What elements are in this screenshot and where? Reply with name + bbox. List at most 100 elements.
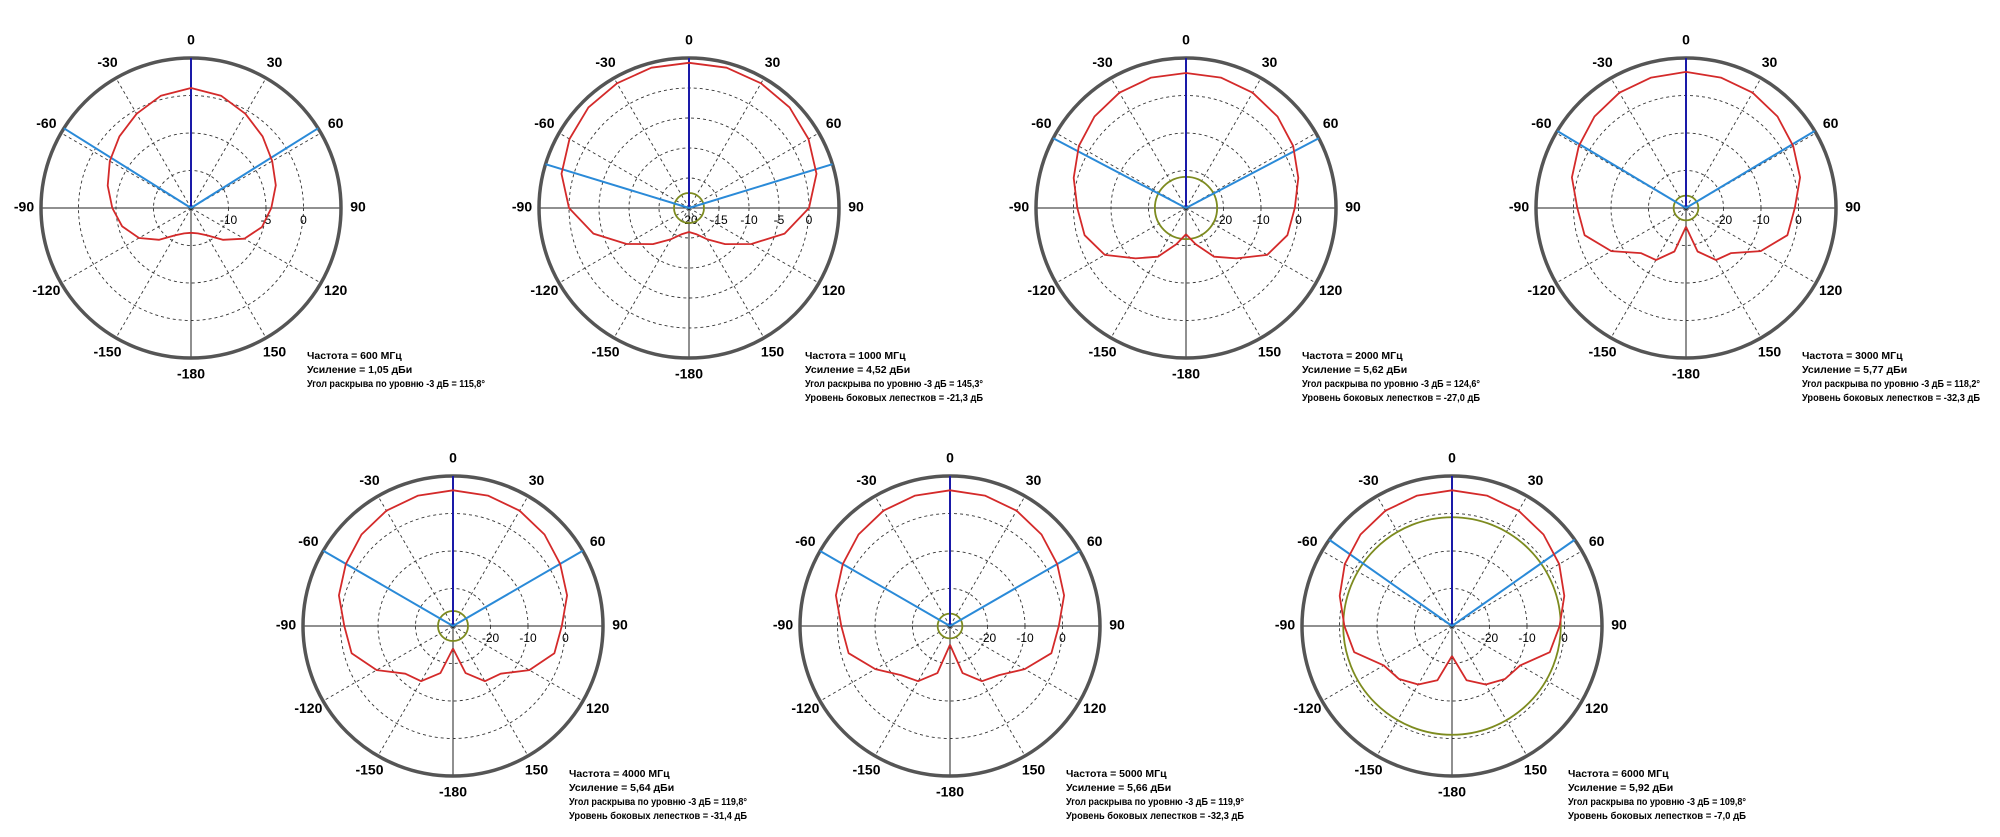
- grid-ring: [115, 132, 267, 284]
- spoke: [1321, 625, 1453, 702]
- spoke: [60, 207, 192, 284]
- angle-label: -180: [936, 784, 964, 800]
- angle-label: -90: [1509, 199, 1529, 215]
- angle-label: -120: [1293, 700, 1321, 716]
- angle-label: 30: [765, 54, 781, 70]
- spoke: [190, 207, 322, 284]
- r-tick-label: -15: [710, 213, 728, 227]
- spoke: [1185, 132, 1317, 209]
- angle-label: 0: [685, 32, 693, 48]
- angle-label: -30: [1358, 472, 1378, 488]
- angle-label: 60: [1823, 115, 1839, 131]
- angle-label: 150: [525, 761, 549, 777]
- r-tick-label: -10: [740, 213, 758, 227]
- r-tick-label: -5: [774, 213, 785, 227]
- angle-label: 120: [1585, 700, 1609, 716]
- angle-label: -180: [1672, 366, 1700, 382]
- angle-label: -180: [1438, 784, 1466, 800]
- r-tick-label: -20: [482, 631, 500, 645]
- r-tick-label: -20: [1215, 213, 1233, 227]
- angle-label: -120: [1527, 282, 1555, 298]
- angle-label: 0: [1182, 32, 1190, 48]
- angle-label: 30: [1528, 472, 1544, 488]
- angle-label: -60: [1297, 533, 1317, 549]
- r-tick-label: -10: [1252, 213, 1270, 227]
- spoke: [558, 207, 690, 284]
- annotation: Угол раскрыва по уровню -3 дБ = 119,8°: [569, 796, 747, 808]
- spoke: [1321, 550, 1453, 627]
- angle-label: 30: [1262, 54, 1278, 70]
- annotation: Уровень боковых лепестков = -7,0 дБ: [1568, 810, 1746, 822]
- angle-label: -150: [591, 343, 619, 359]
- spoke: [819, 625, 951, 702]
- r-tick-label: -20: [680, 213, 698, 227]
- r-tick-label: -10: [1016, 631, 1034, 645]
- pattern-line: [106, 87, 277, 241]
- angle-label: 60: [328, 115, 344, 131]
- angle-label: -120: [32, 282, 60, 298]
- annotation: Усиление = 5,77 дБи: [1802, 364, 1907, 376]
- spoke: [688, 207, 820, 284]
- polar-chart: 0 30 60 90 120 150 -180 -150 -120 -90 -60 -30 -20 -10…: [1509, 32, 1981, 404]
- annotation: Угол раскрыва по уровню -3 дБ = 115,8°: [307, 378, 485, 390]
- pattern-line: [1072, 72, 1300, 260]
- annotation: Частота = 3000 МГц: [1802, 350, 1903, 362]
- angle-label: 30: [1026, 472, 1042, 488]
- pattern-line: [1338, 489, 1566, 686]
- beam-line: [819, 550, 951, 627]
- angle-label: 120: [822, 282, 846, 298]
- r-tick-label: 0: [806, 213, 813, 227]
- beam-line: [688, 163, 833, 209]
- beam-line: [1185, 137, 1320, 209]
- beam-line: [545, 163, 690, 209]
- angle-label: 150: [761, 343, 785, 359]
- spoke: [1555, 207, 1687, 284]
- angle-label: -30: [97, 54, 117, 70]
- angle-label: -120: [294, 700, 322, 716]
- beam-line: [452, 549, 584, 627]
- angle-label: -90: [276, 617, 296, 633]
- beam-line: [949, 550, 1081, 627]
- spoke: [1055, 207, 1187, 284]
- angle-label: 150: [1758, 343, 1782, 359]
- polar-chart: 0 30 60 90 120 150 -180 -150 -120 -90 -60 -30 -20 -10…: [773, 450, 1245, 822]
- angle-label: -90: [1275, 617, 1295, 633]
- angle-label: -180: [675, 366, 703, 382]
- angle-label: 150: [1022, 761, 1046, 777]
- annotation: Усиление = 5,92 дБи: [1568, 782, 1673, 794]
- angle-label: -60: [298, 533, 318, 549]
- polar-chart: 0 30 60 90 120 150 -180 -150 -120 -90 -60 -30 -20 -10…: [276, 450, 748, 822]
- angle-label: 90: [1109, 617, 1125, 633]
- annotation: Усиление = 5,66 дБи: [1066, 782, 1171, 794]
- annotation: Частота = 2000 МГц: [1302, 350, 1403, 362]
- angle-label: 60: [1087, 533, 1103, 549]
- angle-label: -150: [93, 343, 121, 359]
- angle-label: 60: [1589, 533, 1605, 549]
- angle-label: 0: [187, 32, 195, 48]
- annotation: Уровень боковых лепестков = -32,3 дБ: [1802, 392, 1980, 404]
- angle-label: -150: [1588, 343, 1616, 359]
- angle-label: -180: [439, 784, 467, 800]
- beam-line: [63, 127, 192, 209]
- angle-label: -90: [773, 617, 793, 633]
- spoke: [558, 132, 690, 209]
- r-tick-label: 0: [1059, 631, 1066, 645]
- polar-chart: 0 30 60 90 120 150 -180 -150 -120 -90 -60 -30 -20 -10…: [1275, 450, 1747, 822]
- spoke: [949, 625, 1081, 702]
- grid-ring: [874, 550, 1026, 702]
- angle-label: 60: [826, 115, 842, 131]
- angle-label: -90: [14, 199, 34, 215]
- r-tick-label: -20: [1481, 631, 1499, 645]
- grid-ring: [598, 117, 780, 299]
- angle-label: 30: [1762, 54, 1778, 70]
- spoke: [322, 625, 454, 702]
- r-tick-label: -20: [1715, 213, 1733, 227]
- angle-label: -60: [36, 115, 56, 131]
- angle-label: -60: [534, 115, 554, 131]
- angle-label: 150: [263, 343, 287, 359]
- angle-label: 60: [1323, 115, 1339, 131]
- angle-label: -60: [1031, 115, 1051, 131]
- angle-label: -90: [1009, 199, 1029, 215]
